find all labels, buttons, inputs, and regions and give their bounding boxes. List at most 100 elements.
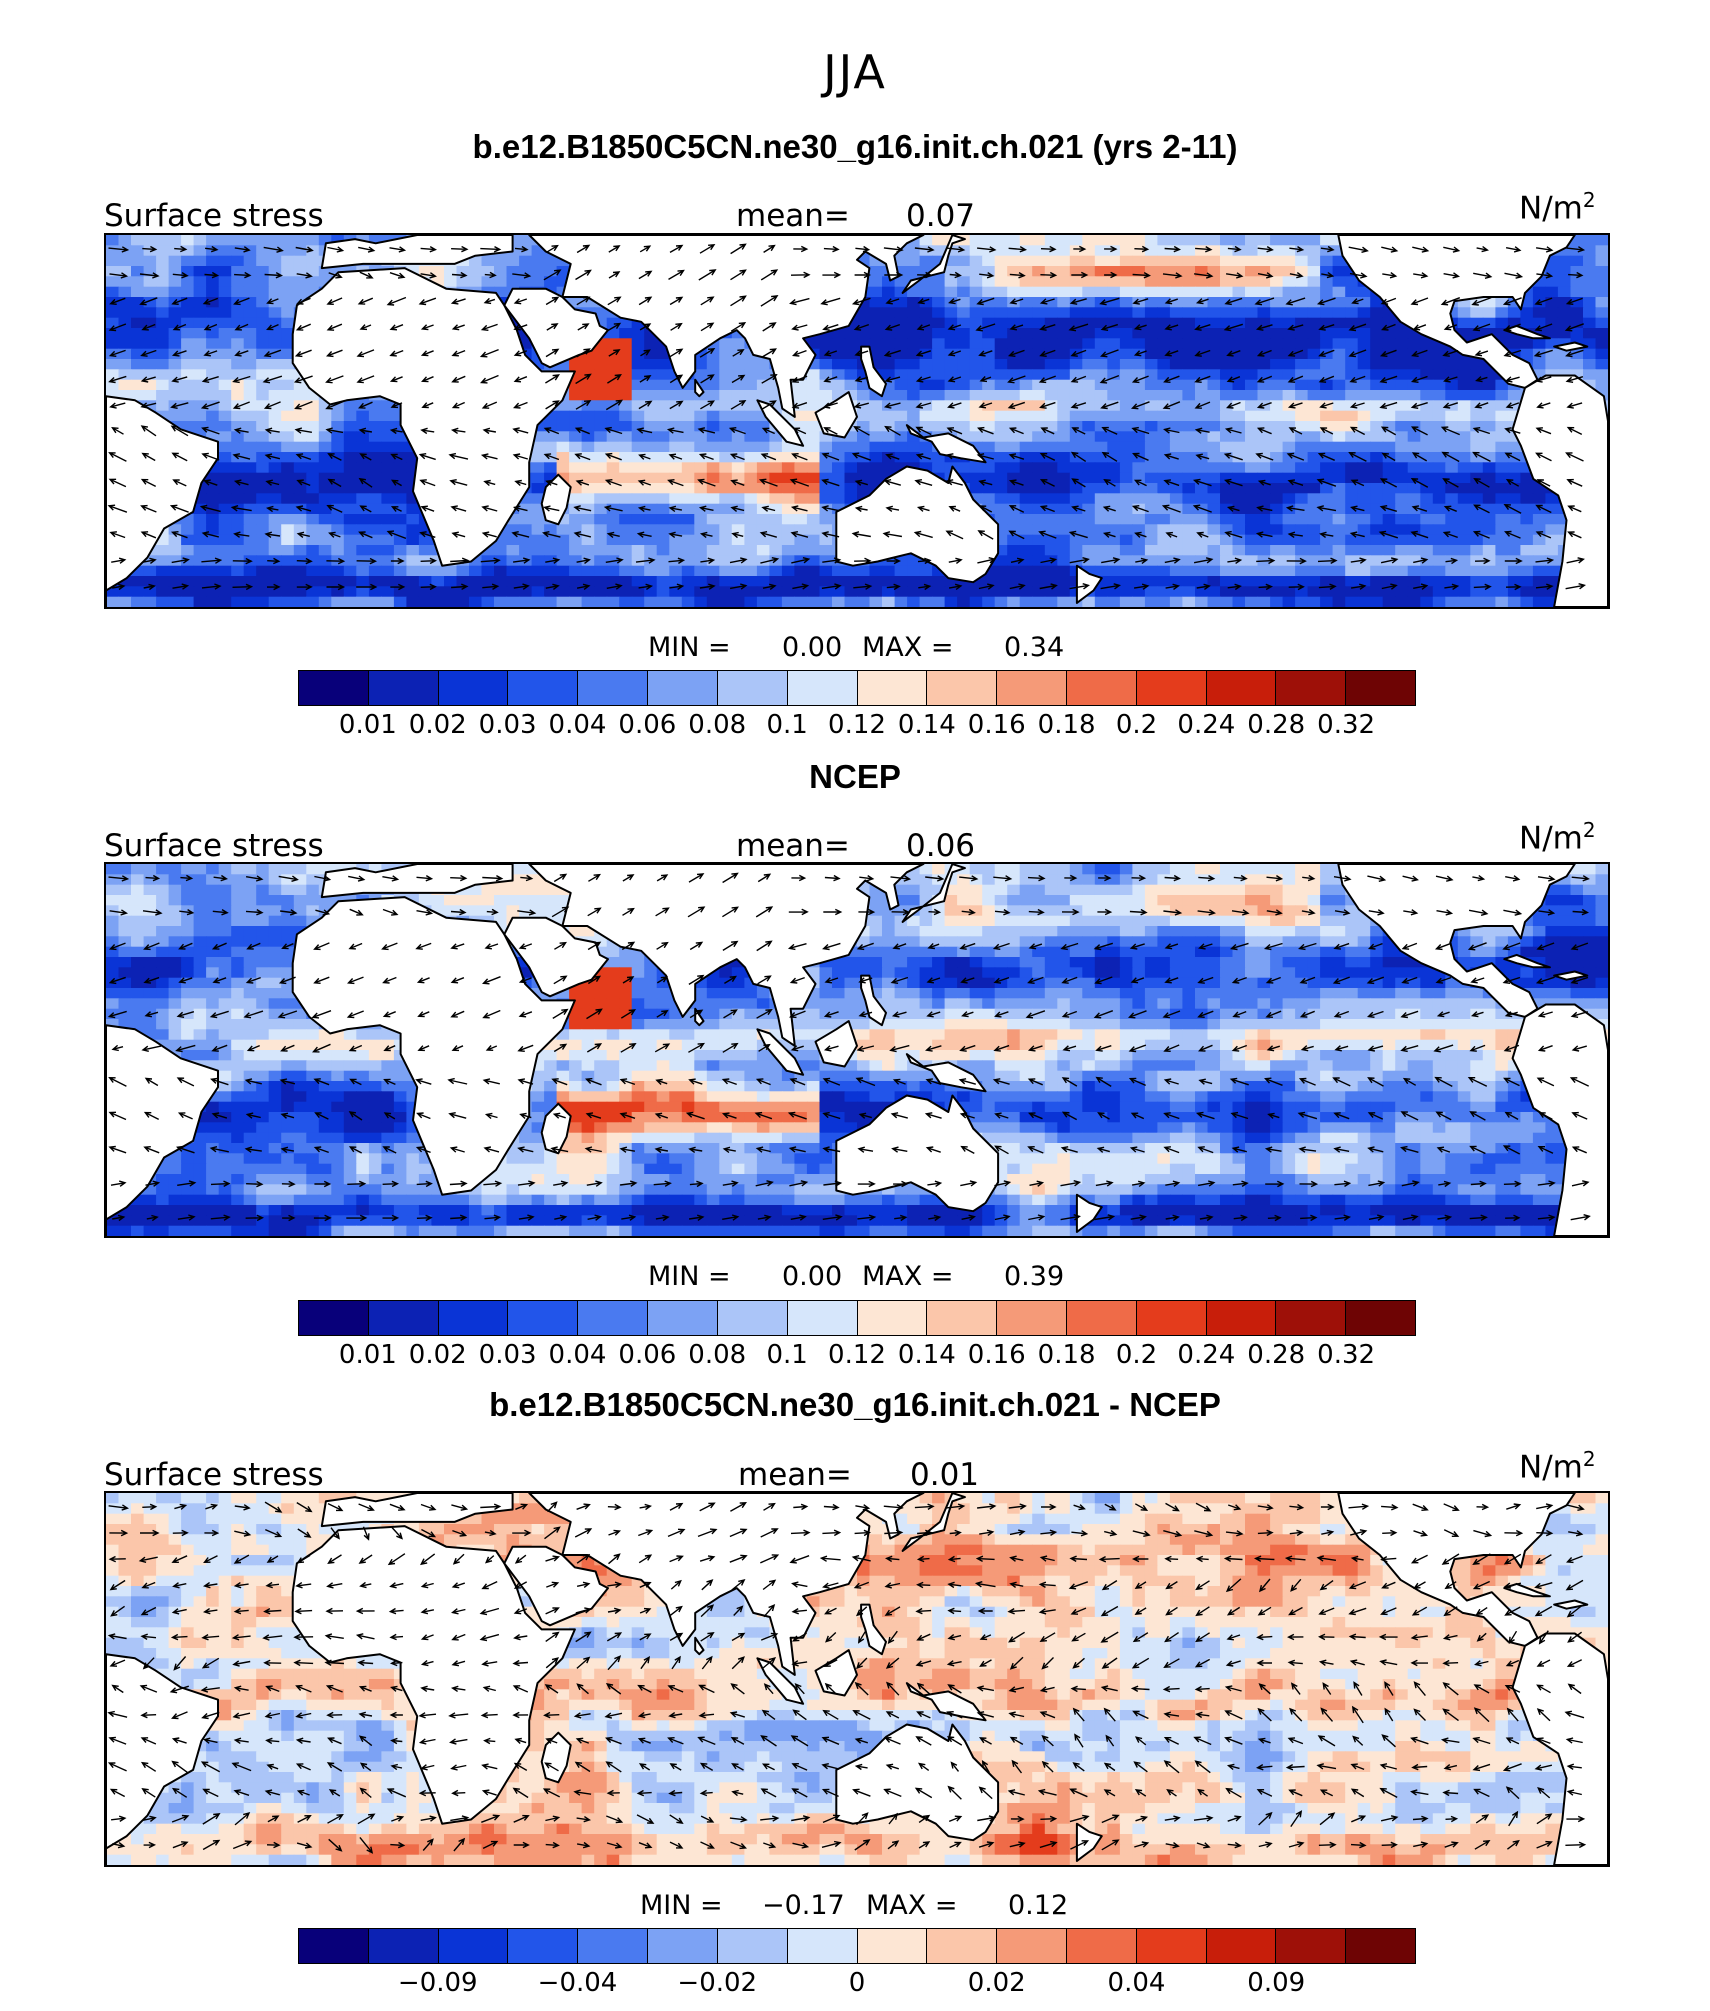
stress-arrow	[325, 375, 344, 384]
stress-arrow	[607, 296, 622, 306]
stress-arrow	[482, 874, 504, 882]
colorbar-cell	[787, 1929, 858, 1963]
colorbar-cell	[997, 1929, 1067, 1963]
stress-arrow	[924, 1112, 942, 1119]
stress-arrow	[138, 1556, 158, 1563]
stress-arrow	[1473, 1707, 1490, 1723]
stress-arrow	[1505, 1737, 1520, 1745]
stress-arrow	[918, 1814, 931, 1823]
stress-arrow	[854, 1529, 872, 1537]
stress-arrow	[575, 373, 592, 385]
colorbar-cell	[1136, 1929, 1207, 1963]
stress-arrow	[544, 1762, 559, 1772]
stress-arrow	[1472, 1580, 1490, 1590]
stress-arrow	[887, 1630, 898, 1645]
stress-arrow	[947, 402, 962, 409]
stress-arrow	[1410, 426, 1428, 436]
stress-arrow	[1194, 401, 1211, 409]
stress-arrow	[669, 400, 684, 410]
stress-arrow	[1534, 1582, 1553, 1590]
colorbar-cell	[1206, 1929, 1277, 1963]
stress-arrow	[1194, 324, 1211, 331]
stress-arrow	[1502, 1145, 1521, 1155]
stress-arrow	[108, 246, 130, 253]
stress-arrow	[202, 1737, 218, 1744]
stress-arrow	[452, 1553, 465, 1565]
stress-arrow	[1443, 1606, 1458, 1617]
stress-arrow	[142, 245, 158, 253]
stress-arrow	[451, 245, 469, 253]
colorbar-tick-label: 0.2	[1115, 1340, 1158, 1370]
stress-arrow	[293, 375, 313, 384]
stress-arrow	[109, 1659, 126, 1667]
stress-arrow	[1349, 402, 1365, 409]
stress-arrow	[1571, 1146, 1587, 1154]
stress-arrow	[1102, 505, 1116, 512]
stress-arrow	[1413, 1841, 1429, 1848]
stress-arrow	[1068, 1581, 1089, 1590]
stress-arrow	[854, 1737, 869, 1744]
stress-arrow	[177, 1112, 193, 1120]
stress-arrow	[1534, 297, 1553, 306]
landmass-africa	[291, 267, 576, 567]
stress-arrow	[417, 1011, 430, 1018]
stress-arrow	[1537, 1011, 1553, 1018]
stress-arrow	[386, 296, 407, 306]
stress-arrow	[328, 531, 341, 538]
stress-arrow	[949, 1529, 962, 1537]
stress-arrow	[296, 272, 313, 279]
stress-arrow	[1041, 1657, 1054, 1670]
stress-arrow	[1129, 908, 1148, 916]
stress-arrow	[576, 348, 591, 358]
stress-arrow	[574, 427, 590, 435]
stress-arrow	[791, 1788, 808, 1798]
landmass-cuba	[1503, 953, 1551, 969]
stress-arrow	[914, 1787, 933, 1799]
stress-arrow	[1321, 271, 1335, 279]
stress-arrow	[327, 478, 342, 488]
colorbar-tick-label: 0.32	[1317, 710, 1376, 740]
stress-arrow	[266, 1555, 279, 1563]
stress-arrow	[961, 1011, 974, 1018]
colorbar-tick-label: 0.12	[828, 710, 886, 740]
stress-arrow	[1039, 401, 1056, 409]
stress-arrow	[654, 1112, 669, 1119]
stress-arrow	[884, 323, 901, 331]
stress-arrow	[554, 941, 567, 950]
stress-arrow	[1163, 1658, 1180, 1668]
stress-arrow	[576, 1656, 591, 1669]
stress-arrow	[1412, 1503, 1429, 1511]
stress-arrow	[1130, 401, 1150, 410]
stress-arrow	[1469, 1145, 1486, 1155]
colorbar-cell	[717, 671, 788, 705]
stress-arrow	[201, 557, 223, 564]
stress-arrow	[1348, 451, 1367, 462]
stress-arrow	[111, 1815, 127, 1822]
stress-arrow	[356, 583, 378, 591]
stress-arrow	[1536, 942, 1555, 951]
stress-arrow	[266, 1841, 281, 1849]
stress-arrow	[1367, 1077, 1384, 1087]
stress-arrow	[484, 943, 499, 950]
stress-arrow	[418, 1789, 436, 1797]
stress-arrow	[359, 324, 372, 331]
stress-arrow	[824, 874, 841, 882]
stress-arrow	[418, 297, 437, 306]
stress-arrow	[449, 1180, 468, 1188]
stress-arrow	[1061, 1010, 1078, 1018]
stress-arrow	[518, 977, 532, 984]
stress-arrow	[1290, 1810, 1303, 1827]
stress-arrow	[1226, 401, 1241, 409]
panel-1-colorbar	[298, 670, 1416, 706]
stress-arrow	[883, 349, 901, 357]
stress-arrow	[1197, 1010, 1214, 1018]
stress-arrow	[885, 453, 900, 460]
stress-arrow	[1258, 583, 1274, 591]
stress-arrow	[698, 453, 714, 461]
stress-arrow	[553, 873, 568, 883]
stress-arrow	[1256, 1659, 1272, 1667]
stress-arrow	[1227, 583, 1242, 591]
stress-arrow	[960, 1145, 975, 1155]
stress-arrow	[170, 425, 189, 437]
stress-arrow	[1198, 874, 1216, 882]
